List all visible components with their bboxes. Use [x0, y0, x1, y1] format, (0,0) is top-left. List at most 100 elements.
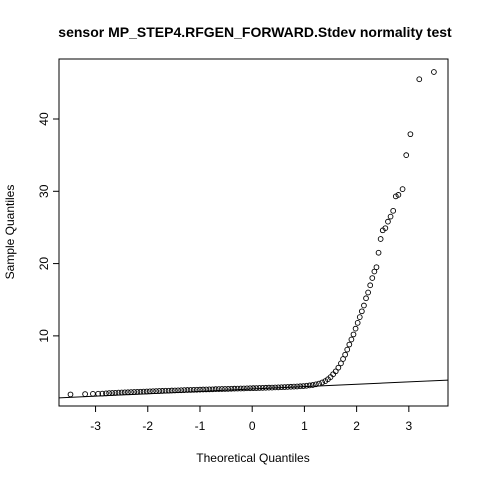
data-point-35 [197, 386, 203, 393]
data-point-54 [256, 385, 263, 391]
data-point-6 [106, 390, 112, 396]
data-point-42 [219, 386, 225, 392]
data-point-46 [231, 385, 238, 392]
data-point-64 [287, 383, 294, 390]
y-tick-label-3: 40 [37, 112, 51, 126]
data-point-66 [294, 383, 300, 390]
data-point-15 [134, 388, 141, 395]
data-point-80 [335, 364, 342, 371]
data-point-11 [121, 389, 128, 396]
data-point-110 [407, 131, 414, 138]
data-point-68 [300, 383, 307, 389]
data-point-59 [272, 384, 279, 391]
data-point-14 [131, 389, 138, 395]
data-point-0 [67, 391, 74, 398]
data-point-69 [303, 382, 310, 389]
chart-title: sensor MP_STEP4.RFGEN_FORWARD.Stdev norm… [58, 24, 452, 40]
x-tick-label-4: 1 [301, 419, 308, 433]
data-point-96 [369, 275, 376, 281]
y-tick-label-1: 20 [37, 257, 51, 271]
x-tick-label-3: 0 [249, 419, 256, 433]
data-point-109 [403, 152, 410, 158]
data-point-16 [137, 388, 144, 395]
data-point-30 [181, 387, 188, 393]
data-point-49 [240, 385, 247, 392]
data-point-108 [399, 186, 406, 192]
data-point-71 [309, 382, 316, 388]
data-point-22 [156, 388, 163, 394]
data-point-21 [153, 388, 159, 394]
y-tick-label-0: 10 [37, 329, 51, 343]
data-point-48 [237, 385, 244, 392]
data-point-40 [212, 386, 219, 393]
x-axis-label: Theoretical Quantiles [196, 451, 309, 465]
data-point-18 [143, 388, 150, 395]
data-point-45 [228, 385, 235, 392]
data-point-84 [344, 346, 351, 353]
data-point-50 [244, 385, 250, 392]
data-point-111 [416, 76, 423, 83]
data-point-26 [168, 387, 175, 394]
data-point-4 [99, 390, 106, 397]
data-point-102 [382, 225, 389, 232]
data-point-8 [112, 389, 119, 396]
x-tick-label-6: 3 [405, 419, 412, 433]
data-point-10 [118, 389, 125, 396]
data-point-57 [266, 384, 272, 391]
data-point-74 [319, 379, 326, 386]
x-axis: -3 -2 -1 0 1 2 3 [90, 406, 412, 433]
data-point-37 [203, 386, 210, 393]
data-point-79 [332, 368, 339, 375]
data-point-87 [350, 331, 357, 338]
data-point-1 [82, 391, 88, 397]
data-point-38 [206, 386, 213, 393]
data-point-78 [330, 371, 336, 378]
data-point-33 [190, 386, 197, 393]
data-point-72 [313, 381, 319, 388]
data-point-13 [128, 389, 134, 395]
data-point-112 [431, 69, 437, 75]
data-point-27 [172, 387, 178, 394]
data-point-67 [297, 383, 304, 390]
data-point-19 [147, 388, 153, 395]
data-point-88 [352, 325, 359, 332]
data-point-60 [275, 384, 282, 391]
data-point-90 [356, 314, 363, 320]
data-point-56 [262, 384, 269, 391]
plot-frame [58, 58, 449, 407]
data-point-36 [200, 386, 206, 393]
data-point-44 [225, 386, 232, 392]
data-point-89 [354, 320, 361, 326]
data-point-95 [367, 282, 374, 289]
data-point-7 [109, 390, 116, 396]
data-point-100 [377, 236, 384, 242]
data-point-5 [103, 390, 109, 397]
data-point-29 [178, 387, 185, 394]
data-point-70 [306, 382, 313, 389]
data-point-92 [361, 302, 367, 309]
data-points [67, 69, 437, 398]
data-point-85 [346, 341, 353, 348]
data-point-32 [187, 387, 194, 393]
data-point-51 [247, 385, 253, 392]
x-tick-label-0: -3 [90, 419, 101, 433]
data-point-107 [395, 192, 402, 198]
data-point-98 [373, 264, 380, 271]
data-point-105 [390, 207, 397, 214]
data-point-24 [162, 387, 169, 394]
data-point-17 [140, 388, 147, 395]
x-tick-label-2: -1 [195, 419, 206, 433]
x-tick-label-1: -2 [142, 419, 153, 433]
data-point-99 [375, 249, 382, 256]
data-point-41 [215, 386, 222, 392]
data-point-25 [165, 387, 172, 394]
data-point-43 [222, 386, 228, 392]
data-point-34 [193, 386, 200, 393]
data-point-104 [387, 213, 394, 220]
data-point-63 [284, 384, 291, 390]
data-point-91 [358, 308, 365, 315]
data-point-53 [253, 385, 260, 391]
data-point-9 [115, 389, 122, 396]
data-point-39 [209, 386, 216, 393]
data-point-58 [269, 384, 275, 391]
